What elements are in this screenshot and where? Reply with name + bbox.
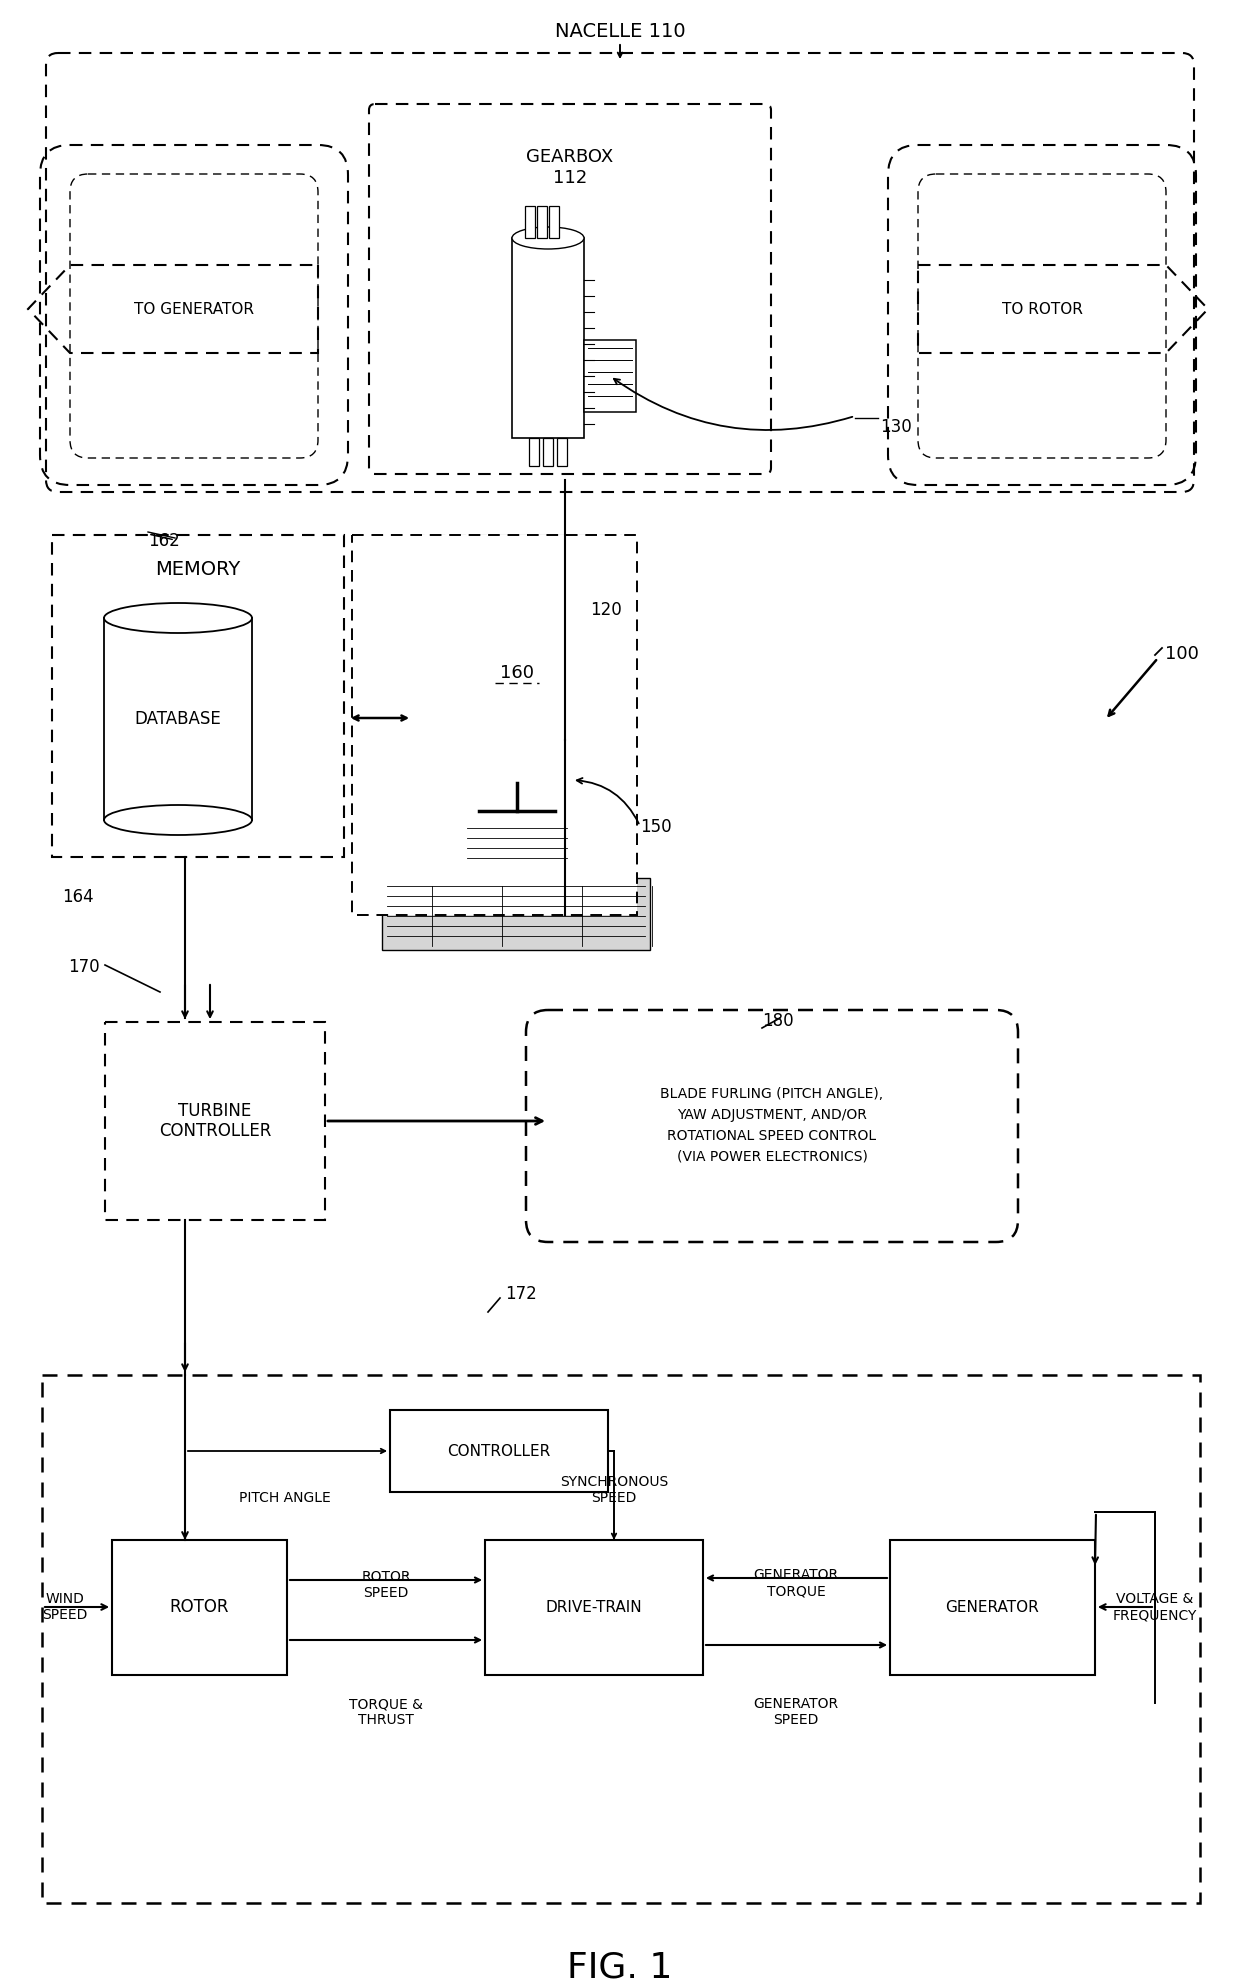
Bar <box>52 535 343 856</box>
Text: TO ROTOR: TO ROTOR <box>1002 301 1083 317</box>
Text: 162: 162 <box>148 531 180 549</box>
Text: PITCH ANGLE: PITCH ANGLE <box>239 1490 331 1504</box>
Bar <box>391 1409 608 1492</box>
Text: DATABASE: DATABASE <box>135 710 222 727</box>
Bar <box>485 1540 703 1675</box>
FancyBboxPatch shape <box>427 563 608 769</box>
Bar <box>584 341 636 412</box>
Text: 164: 164 <box>62 888 94 906</box>
Text: 170: 170 <box>68 957 99 975</box>
Bar <box>525 206 534 238</box>
Text: GENERATOR: GENERATOR <box>945 1599 1039 1615</box>
Bar <box>463 819 572 872</box>
Bar <box>382 878 650 949</box>
Text: 150: 150 <box>640 819 672 836</box>
Text: YAW ADJUSTMENT, AND/OR: YAW ADJUSTMENT, AND/OR <box>677 1108 867 1122</box>
Text: ROTATIONAL SPEED CONTROL: ROTATIONAL SPEED CONTROL <box>667 1130 877 1144</box>
Bar <box>890 1540 1095 1675</box>
Bar <box>537 206 547 238</box>
Bar <box>549 206 559 238</box>
Bar <box>543 438 553 466</box>
Text: GENERATOR
SPEED: GENERATOR SPEED <box>754 1697 838 1726</box>
Text: MEMORY: MEMORY <box>155 561 241 579</box>
Text: ROTOR: ROTOR <box>169 1597 228 1615</box>
Text: CONTROLLER: CONTROLLER <box>448 1443 551 1459</box>
Text: 100: 100 <box>1166 644 1199 664</box>
Text: 160: 160 <box>500 664 534 682</box>
Text: TURBINE
CONTROLLER: TURBINE CONTROLLER <box>159 1102 272 1140</box>
Text: 180: 180 <box>763 1013 794 1031</box>
Ellipse shape <box>104 805 252 834</box>
Text: SYNCHRONOUS
SPEED: SYNCHRONOUS SPEED <box>560 1475 668 1504</box>
Ellipse shape <box>512 228 584 250</box>
Text: GEARBOX
112: GEARBOX 112 <box>526 149 614 186</box>
Bar <box>112 1540 286 1675</box>
Bar <box>105 1023 325 1221</box>
Text: VOLTAGE &
FREQUENCY: VOLTAGE & FREQUENCY <box>1112 1592 1197 1621</box>
Bar <box>512 238 584 438</box>
Text: 130: 130 <box>880 418 911 436</box>
Text: ROTOR
SPEED: ROTOR SPEED <box>361 1570 410 1599</box>
Text: TORQUE &
THRUST: TORQUE & THRUST <box>350 1697 423 1726</box>
Text: GENERATOR
TORQUE: GENERATOR TORQUE <box>754 1568 838 1597</box>
Text: BLADE FURLING (PITCH ANGLE),: BLADE FURLING (PITCH ANGLE), <box>661 1086 884 1100</box>
Text: 172: 172 <box>505 1284 537 1302</box>
Bar <box>557 438 567 466</box>
Bar <box>529 438 539 466</box>
Text: 120: 120 <box>590 601 621 618</box>
Text: DRIVE-TRAIN: DRIVE-TRAIN <box>546 1599 642 1615</box>
Bar <box>352 535 637 916</box>
Text: WIND
SPEED: WIND SPEED <box>42 1592 88 1621</box>
FancyBboxPatch shape <box>401 535 634 795</box>
Ellipse shape <box>104 603 252 632</box>
Bar <box>42 1376 1200 1903</box>
Text: TO GENERATOR: TO GENERATOR <box>134 301 254 317</box>
Text: NACELLE 110: NACELLE 110 <box>554 22 686 42</box>
FancyBboxPatch shape <box>526 1011 1018 1243</box>
Text: (VIA POWER ELECTRONICS): (VIA POWER ELECTRONICS) <box>677 1150 868 1163</box>
Text: FIG. 1: FIG. 1 <box>568 1950 672 1982</box>
